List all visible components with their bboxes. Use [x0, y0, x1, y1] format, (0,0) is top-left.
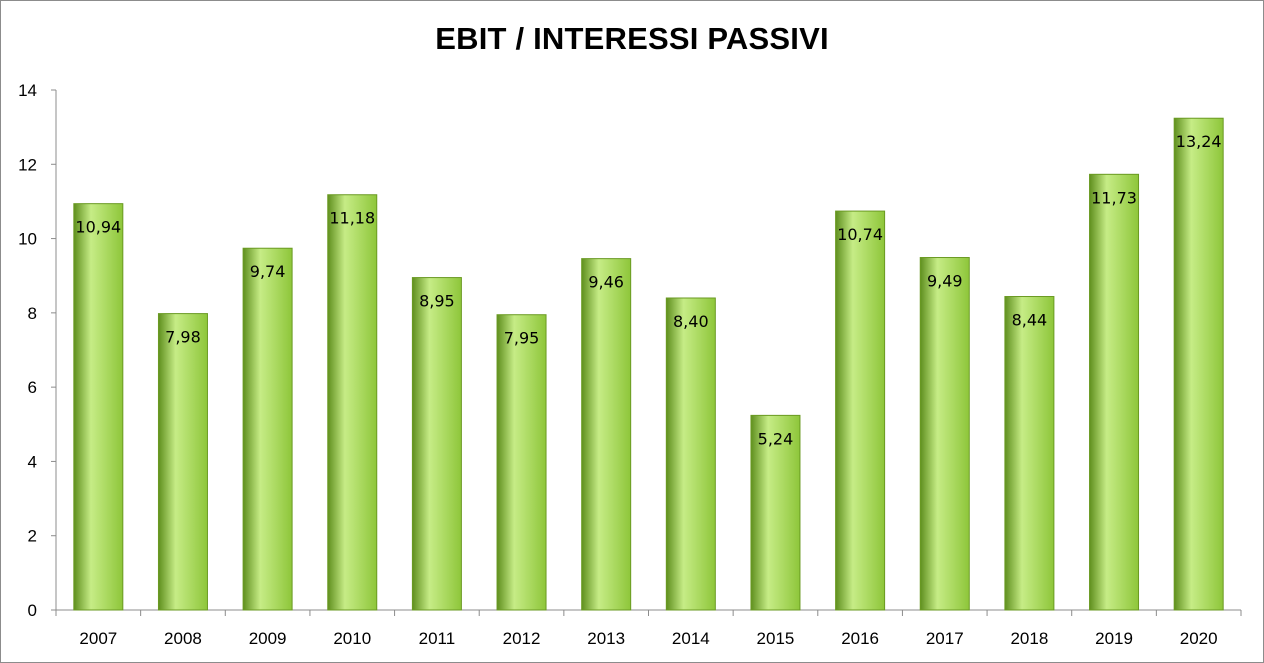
x-tick-label-2011: 2011 — [419, 629, 456, 648]
y-tick-label: 14 — [18, 81, 37, 100]
y-tick-label: 6 — [28, 378, 37, 397]
bar-2008 — [157, 313, 208, 611]
data-label-2019: 11,73 — [1091, 188, 1137, 207]
x-tick-label-2016: 2016 — [841, 629, 879, 648]
data-label-2007: 10,94 — [75, 218, 121, 237]
chart-title: EBIT / INTERESSI PASSIVI — [435, 21, 829, 56]
x-tick-label-2010: 2010 — [333, 629, 371, 648]
bar-2013 — [581, 258, 632, 611]
data-label-2016: 10,74 — [837, 225, 883, 244]
bar-2020 — [1173, 117, 1224, 611]
bar-2012 — [496, 314, 547, 611]
data-label-2018: 8,44 — [1012, 311, 1048, 330]
data-label-2013: 9,46 — [588, 273, 624, 292]
x-tick-label-2020: 2020 — [1180, 629, 1218, 648]
data-label-2010: 11,18 — [329, 209, 375, 228]
bar-2007 — [73, 203, 124, 611]
x-tick-label-2017: 2017 — [926, 629, 964, 648]
data-label-2009: 9,74 — [250, 262, 286, 281]
bar-2010 — [327, 194, 378, 611]
x-tick-label-2014: 2014 — [672, 629, 710, 648]
x-tick-label-2018: 2018 — [1010, 629, 1048, 648]
x-tick-label-2012: 2012 — [503, 629, 541, 648]
x-tick-label-2007: 2007 — [79, 629, 117, 648]
y-tick-label: 4 — [28, 452, 37, 471]
bar-2011 — [411, 277, 462, 611]
bar-2017 — [919, 257, 970, 611]
x-tick-label-2019: 2019 — [1095, 629, 1133, 648]
bar-2015 — [750, 414, 801, 611]
x-tick-label-2009: 2009 — [249, 629, 287, 648]
data-label-2008: 7,98 — [165, 328, 201, 347]
data-label-2015: 5,24 — [758, 429, 794, 448]
bar-2018 — [1004, 296, 1055, 611]
data-label-2012: 7,95 — [504, 329, 540, 348]
data-label-2011: 8,95 — [419, 292, 455, 311]
x-tick-label-2015: 2015 — [757, 629, 795, 648]
y-tick-label: 8 — [28, 304, 37, 323]
bar-2009 — [242, 247, 293, 611]
data-label-2017: 9,49 — [927, 272, 963, 291]
bar-2014 — [665, 297, 716, 611]
bar-2016 — [835, 210, 886, 611]
y-tick-label: 0 — [28, 601, 37, 620]
y-tick-label: 2 — [28, 527, 37, 546]
y-tick-label: 10 — [18, 230, 37, 249]
bar-2019 — [1089, 173, 1140, 611]
x-tick-label-2008: 2008 — [164, 629, 202, 648]
data-label-2014: 8,40 — [673, 312, 709, 331]
y-tick-label: 12 — [18, 155, 37, 174]
x-tick-label-2013: 2013 — [587, 629, 625, 648]
data-label-2020: 13,24 — [1176, 132, 1222, 151]
